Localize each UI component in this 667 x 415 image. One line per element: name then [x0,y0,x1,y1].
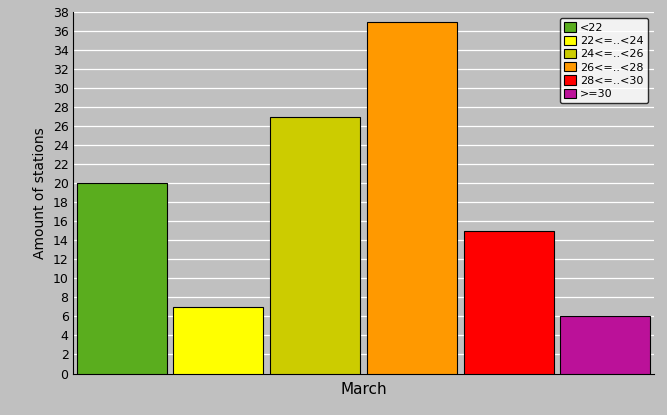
Bar [77,183,167,374]
X-axis label: March: March [340,382,387,397]
Bar [560,317,650,374]
Bar [367,22,457,374]
Bar [173,307,263,374]
Bar [464,231,554,374]
Y-axis label: Amount of stations: Amount of stations [33,127,47,259]
Bar [270,117,360,374]
Legend: <22, 22<=..<24, 24<=..<26, 26<=..<28, 28<=..<30, >=30: <22, 22<=..<24, 24<=..<26, 26<=..<28, 28… [560,18,648,103]
